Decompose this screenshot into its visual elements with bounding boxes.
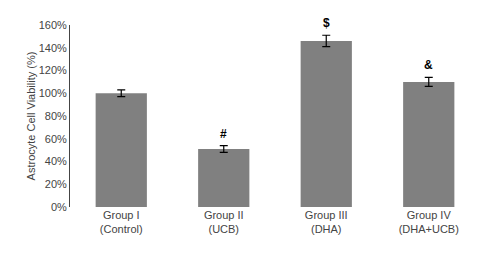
svg-text:60%: 60%: [45, 133, 67, 145]
svg-text:Group I(Control): Group I(Control): [100, 209, 143, 235]
svg-text:140%: 140%: [39, 42, 67, 54]
svg-text:0%: 0%: [51, 201, 67, 213]
svg-text:Group II(UCB): Group II(UCB): [204, 209, 244, 235]
svg-text:Group III(DHA): Group III(DHA): [305, 209, 348, 235]
svg-text:Group IV(DHA+UCB): Group IV(DHA+UCB): [399, 209, 459, 235]
svg-text:&: &: [424, 58, 433, 72]
svg-text:$: $: [323, 16, 330, 30]
svg-text:Astrocyte Cell Viability (%): Astrocyte Cell Viability (%): [25, 52, 37, 181]
svg-text:100%: 100%: [39, 87, 67, 99]
svg-text:80%: 80%: [45, 110, 67, 122]
svg-text:#: #: [220, 127, 227, 141]
svg-text:20%: 20%: [45, 178, 67, 190]
svg-text:40%: 40%: [45, 155, 67, 167]
svg-text:120%: 120%: [39, 64, 67, 76]
svg-text:160%: 160%: [39, 19, 67, 31]
